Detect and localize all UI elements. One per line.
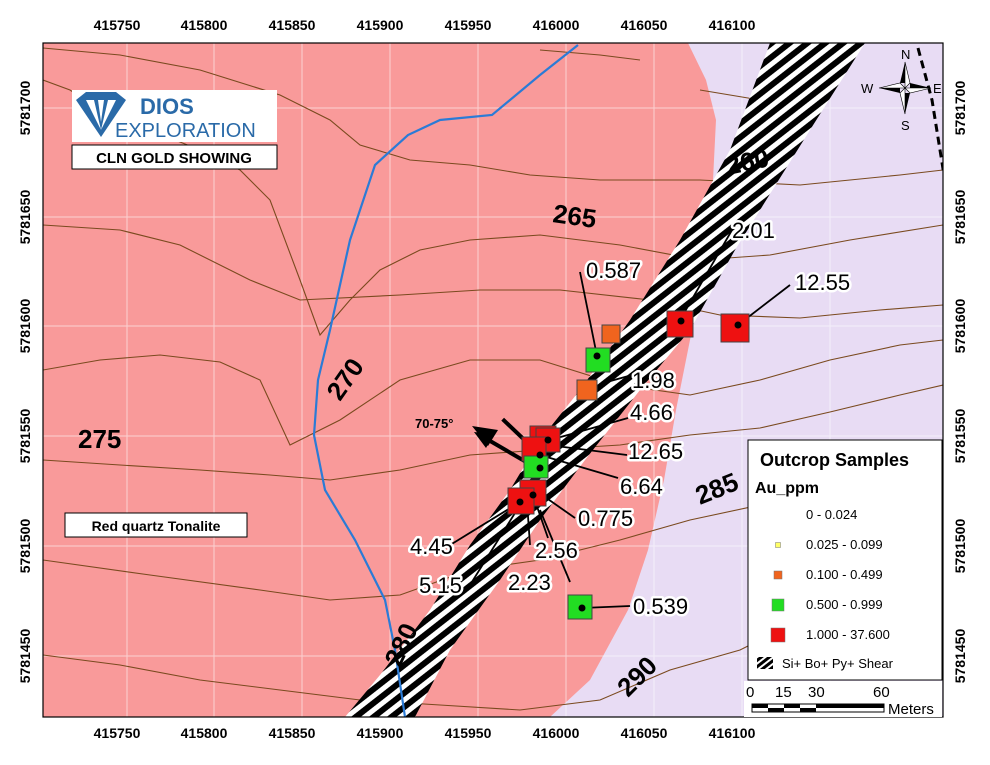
map-border xyxy=(42,42,944,718)
y-tick-label: 5781600 xyxy=(952,299,968,354)
sample-label: 4.66 xyxy=(630,400,673,425)
y-tick-label: 5781700 xyxy=(952,81,968,136)
scale-unit: Meters xyxy=(888,701,934,718)
diamond-logo-icon xyxy=(76,92,126,137)
sample-label: 1.98 xyxy=(632,368,675,393)
x-tick-label: 416100 xyxy=(709,17,756,33)
y-tick-label: 5781450 xyxy=(17,629,33,684)
sample-markers xyxy=(507,310,750,620)
sample-label: 4.45 xyxy=(410,534,453,559)
legend: Outcrop Samples Au_ppm 0 - 0.024 0.025 - … xyxy=(747,439,943,681)
y-tick-label: 5781550 xyxy=(17,409,33,464)
x-tick-label: 415900 xyxy=(357,725,404,741)
rock-label-box: Red quartz Tonalite xyxy=(64,512,248,538)
direction-label: 70-75° xyxy=(415,416,453,431)
legend-swatch xyxy=(770,627,786,643)
x-tick-label: 415850 xyxy=(269,725,316,741)
y-tick-label: 5781650 xyxy=(17,190,33,245)
sample-marker[interactable] xyxy=(720,313,750,343)
scale-tick-label: 30 xyxy=(808,684,825,701)
east-label: E xyxy=(933,81,942,96)
west-label: W xyxy=(861,81,874,96)
y-tick-label: 5781700 xyxy=(17,81,33,136)
sample-label: 0.775 xyxy=(578,506,633,531)
south-label: S xyxy=(901,118,910,133)
shear-zone xyxy=(345,43,865,717)
scale-bar: 0 15 30 60 Meters xyxy=(744,681,942,718)
y-tick-label: 5781550 xyxy=(952,409,968,464)
x-tick-label: 415950 xyxy=(445,725,492,741)
x-tick-label: 415800 xyxy=(181,725,228,741)
sample-label: 0.587 xyxy=(586,258,641,283)
sample-label: 0.539 xyxy=(633,594,688,619)
x-tick-label: 415900 xyxy=(357,17,404,33)
legend-class-label: 0.500 - 0.999 xyxy=(806,597,883,612)
tonalite-unit xyxy=(43,43,716,717)
scale-tick-label: 15 xyxy=(775,684,792,701)
stream xyxy=(312,44,579,717)
contour-label-265: 265 xyxy=(551,198,598,234)
y-tick-label: 5781500 xyxy=(17,519,33,574)
logo-company-line2: EXPLORATION xyxy=(115,120,256,142)
legend-class-label: 0.100 - 0.499 xyxy=(806,567,883,582)
sample-label: 12.65 xyxy=(628,439,683,464)
x-tick-label: 415750 xyxy=(94,17,141,33)
legend-field: Au_ppm xyxy=(755,480,819,497)
contour-label-275: 275 xyxy=(78,424,121,454)
sample-marker[interactable] xyxy=(601,324,621,344)
legend-shear-swatch xyxy=(757,657,773,669)
sample-label: 2.23 xyxy=(508,570,551,595)
scale-tick-label: 0 xyxy=(746,684,754,701)
x-tick-label: 416050 xyxy=(621,17,668,33)
legend-swatch xyxy=(773,570,783,580)
x-tick-label: 416000 xyxy=(533,17,580,33)
logo-box: DIOS EXPLORATION CLN GOLD SHOWING xyxy=(71,90,278,170)
legend-class-label: 1.000 - 37.600 xyxy=(806,627,890,642)
y-tick-label: 5781450 xyxy=(952,629,968,684)
x-tick-label: 415800 xyxy=(181,17,228,33)
logo-company-line1: DIOS xyxy=(140,94,194,119)
leader-lines xyxy=(441,229,791,609)
sample-label: 6.64 xyxy=(620,474,663,499)
road-line xyxy=(916,47,943,179)
x-tick-label: 415850 xyxy=(269,17,316,33)
scale-tick-label: 60 xyxy=(873,684,890,701)
sample-marker[interactable] xyxy=(567,594,593,620)
x-tick-label: 416100 xyxy=(709,725,756,741)
legend-swatch xyxy=(775,542,781,548)
x-tick-label: 415950 xyxy=(445,17,492,33)
sample-marker[interactable] xyxy=(523,455,549,479)
sample-label: 12.55 xyxy=(795,270,850,295)
x-tick-label: 416050 xyxy=(621,725,668,741)
legend-class-label: 0 - 0.024 xyxy=(806,507,857,522)
sample-label: 2.01 xyxy=(732,218,775,243)
x-tick-label: 416000 xyxy=(533,725,580,741)
y-tick-label: 5781600 xyxy=(17,299,33,354)
north-arrow-icon: N S E W xyxy=(861,47,942,133)
y-tick-label: 5781500 xyxy=(952,519,968,574)
sample-label: 5.15 xyxy=(419,573,462,598)
showing-title: CLN GOLD SHOWING xyxy=(96,150,252,167)
north-label: N xyxy=(901,47,910,62)
legend-shear-label: Si+ Bo+ Py+ Shear xyxy=(782,656,894,671)
legend-class-label: 0.025 - 0.099 xyxy=(806,537,883,552)
x-tick-label: 415750 xyxy=(94,725,141,741)
sample-label: 2.56 xyxy=(535,538,578,563)
legend-title: Outcrop Samples xyxy=(760,450,909,470)
rock-label: Red quartz Tonalite xyxy=(92,518,221,534)
sample-marker[interactable] xyxy=(585,347,611,373)
y-tick-label: 5781650 xyxy=(952,190,968,245)
legend-swatch xyxy=(771,598,785,612)
sample-marker[interactable] xyxy=(576,379,598,401)
